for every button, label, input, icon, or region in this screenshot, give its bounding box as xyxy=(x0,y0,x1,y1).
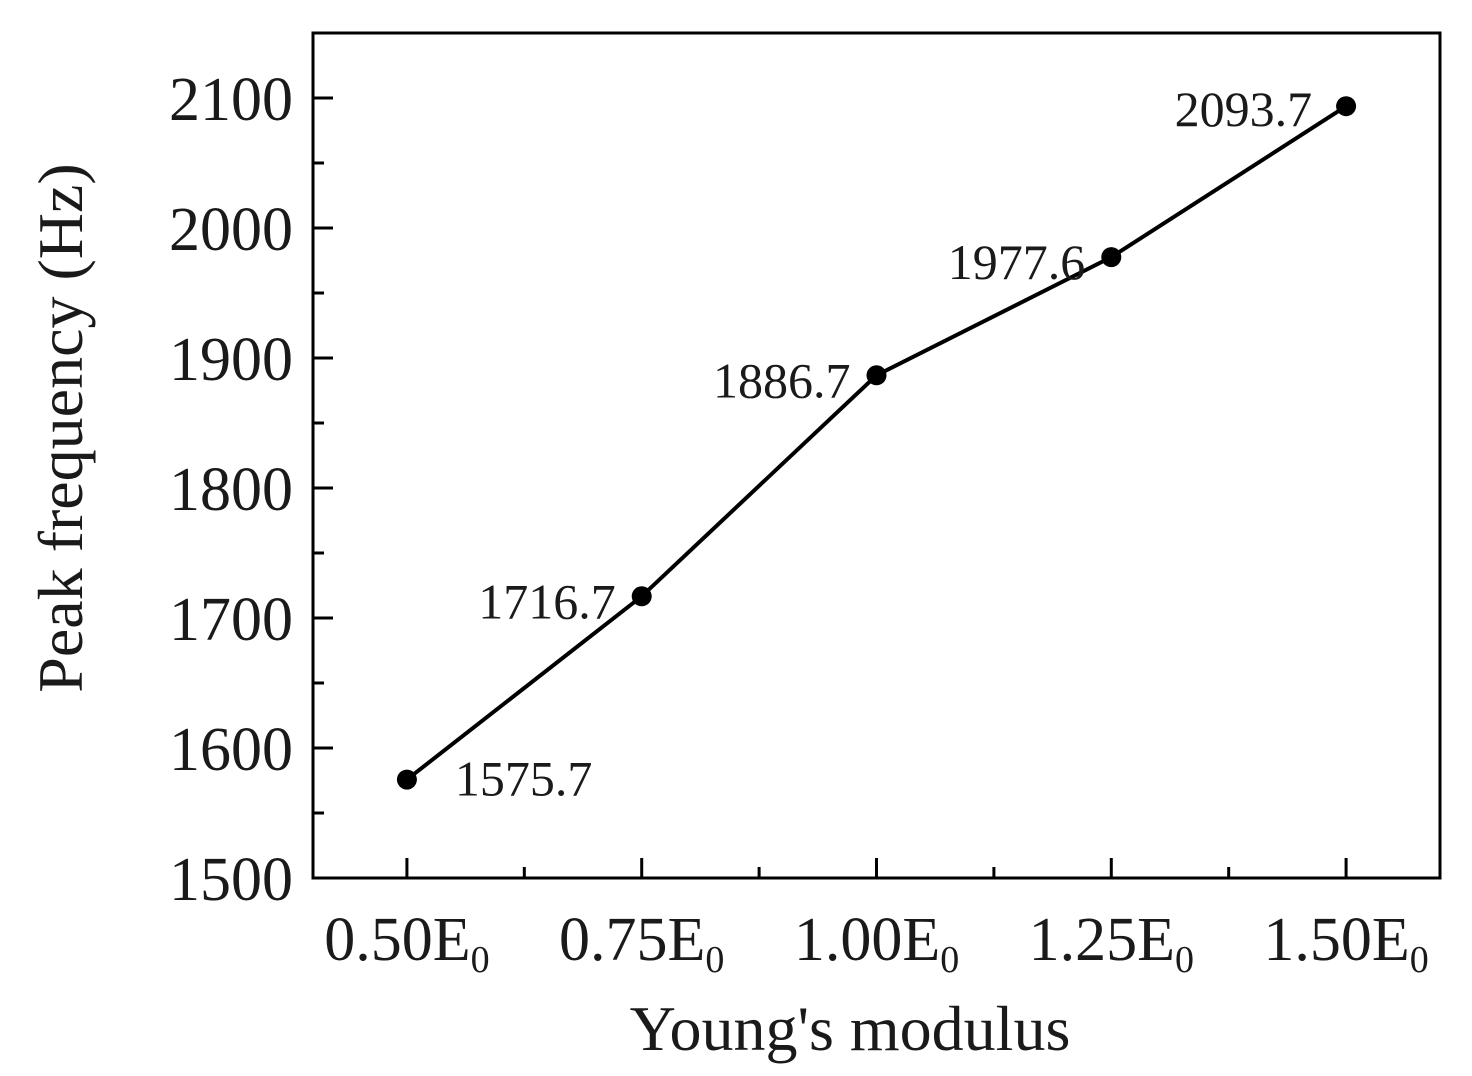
x-tick-label-main: 0.50E xyxy=(324,906,470,974)
y-axis-ticks: 1500 1600 1700 1800 1900 2000 2100 xyxy=(169,31,333,914)
data-label: 1977.6 xyxy=(948,234,1086,290)
y-tick-label: 1700 xyxy=(169,586,293,654)
data-point xyxy=(1336,96,1357,117)
series-group xyxy=(396,96,1357,790)
y-tick-label: 1600 xyxy=(169,716,293,784)
x-tick-label: 1.50E0 xyxy=(1263,906,1428,981)
x-tick-label-main: 1.00E xyxy=(794,906,940,974)
y-axis-title: Peak frequency (Hz) xyxy=(25,163,96,693)
y-tick-label: 1800 xyxy=(169,456,293,524)
data-label: 1575.7 xyxy=(455,751,592,807)
data-labels: 1575.7 1716.7 1886.7 1977.6 2093.7 xyxy=(455,81,1312,806)
x-tick-label-subscript: 0 xyxy=(471,939,490,981)
data-point xyxy=(1101,247,1122,268)
x-tick-label-subscript: 0 xyxy=(1410,939,1429,981)
y-tick-label: 2100 xyxy=(169,66,293,134)
data-label: 1886.7 xyxy=(713,352,851,408)
x-tick-label: 0.75E0 xyxy=(559,906,724,981)
x-tick-label-subscript: 0 xyxy=(940,939,959,981)
data-point xyxy=(866,365,887,386)
data-label: 1716.7 xyxy=(478,573,616,629)
x-tick-label-main: 1.50E xyxy=(1263,906,1409,974)
x-tick-label-main: 1.25E xyxy=(1029,906,1175,974)
y-tick-label: 2000 xyxy=(169,196,293,264)
y-tick-label: 1900 xyxy=(169,326,293,394)
x-tick-label-main: 0.75E xyxy=(559,906,705,974)
x-tick-label-subscript: 0 xyxy=(1175,939,1194,981)
x-axis-ticks: 0.50E0 0.75E0 1.00E0 1.25E0 1.50E0 xyxy=(324,858,1429,981)
x-tick-label: 1.00E0 xyxy=(794,906,959,981)
x-tick-label: 0.50E0 xyxy=(324,906,489,981)
series-line xyxy=(405,104,1348,782)
x-axis-title: Young's modulus xyxy=(630,993,1071,1064)
data-label: 2093.7 xyxy=(1175,81,1313,137)
x-tick-label-subscript: 0 xyxy=(705,939,724,981)
data-point xyxy=(396,769,417,790)
y-tick-label: 1500 xyxy=(169,846,293,914)
x-tick-label: 1.25E0 xyxy=(1029,906,1194,981)
data-point xyxy=(631,586,652,607)
